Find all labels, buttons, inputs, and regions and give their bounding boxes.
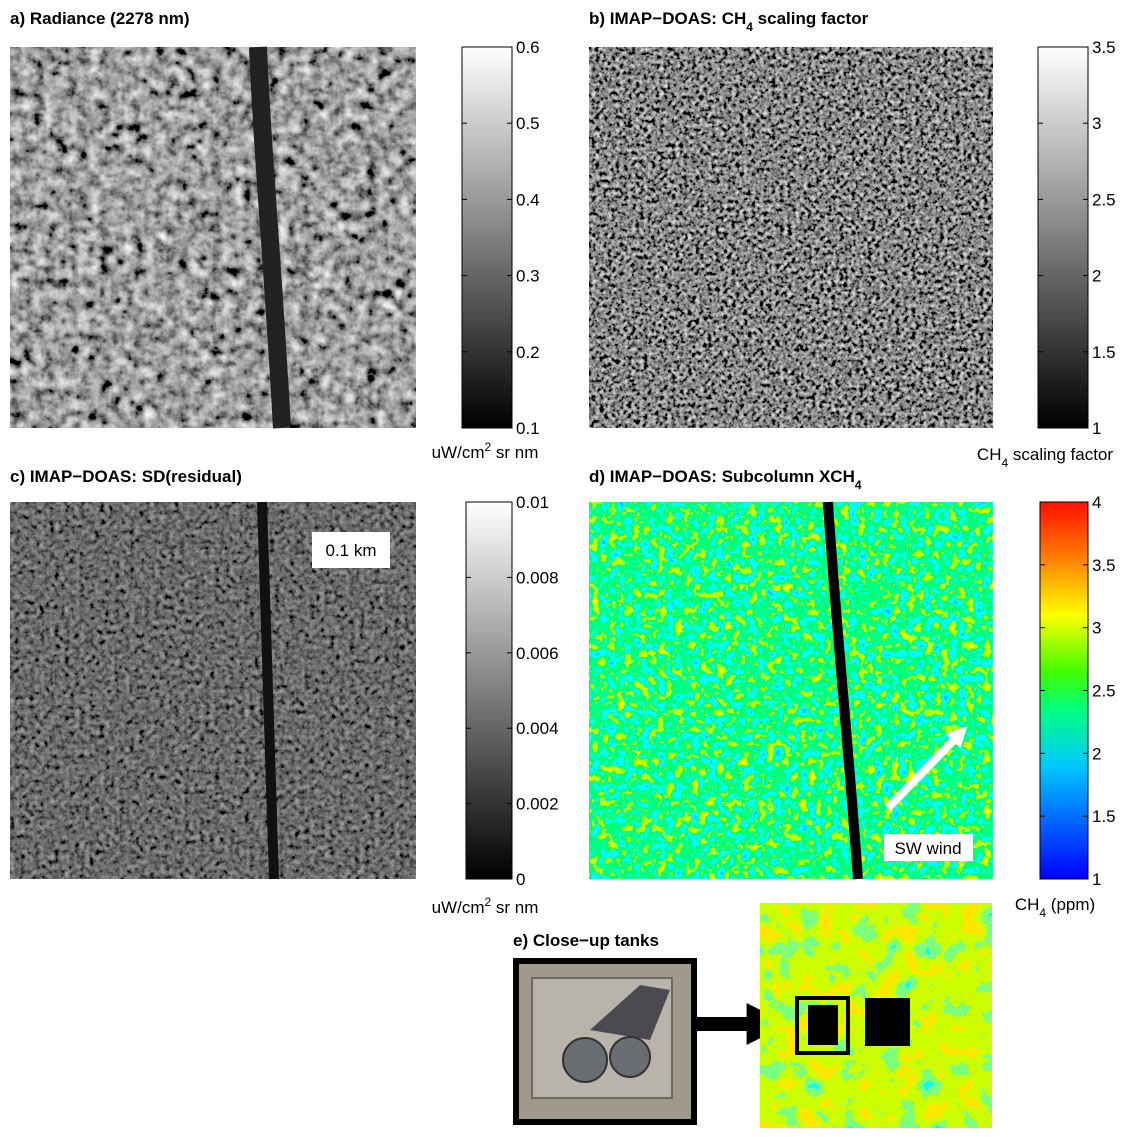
colorbar-label-part: uW/cm [432,443,485,462]
panel-title-part: b) IMAP−DOAS: CH [589,9,746,28]
image-b [589,47,993,428]
panel-title: b) IMAP−DOAS: CH4 scaling factor [589,9,869,34]
photo-e [516,961,694,1122]
colorbar-tick-label: 3 [1092,619,1101,638]
image-a [10,47,416,428]
colorbar-label-part: sr nm [491,443,538,462]
panel-title: e) Close−up tanks [513,931,659,950]
colorbar-label: uW/cm2 sr nm [432,895,539,917]
colorbar-tick-label: 0.4 [516,190,540,209]
colorbar-tick-label: 1 [1092,419,1101,438]
colorbar-tick-label: 0.2 [516,343,540,362]
colorbar-label: CH4 (ppm) [1015,895,1095,920]
panel-title-part: scaling factor [753,9,869,28]
colorbar-tick-label: 0.01 [516,493,549,512]
colorbar-label-part: sr nm [491,898,538,917]
colorbar-tick-label: 0.004 [516,719,559,738]
colorbar-label-part: scaling factor [1008,445,1113,464]
colorbar-tick-label: 0.008 [516,568,559,587]
colorbar-tick-label: 0.1 [516,419,540,438]
colorbar-tick-label: 0.006 [516,644,559,663]
colorbar-tick-label: 3.5 [1092,556,1116,575]
colorbar-tick-label: 0.002 [516,795,559,814]
colorbar-tick-label: 1 [1092,870,1101,889]
panel-title: a) Radiance (2278 nm) [10,9,190,28]
colorbar-tick-label: 1.5 [1092,343,1116,362]
colorbar-tick-label: 0.3 [516,267,540,286]
colorbar-label-part: CH [1015,895,1040,914]
colorbar-label-part: uW/cm [432,898,485,917]
colorbar-tick-label: 2 [1092,744,1101,763]
colorbar-tick-label: 2.5 [1092,682,1116,701]
colorbar-tick-label: 1.5 [1092,807,1116,826]
image-d [589,502,993,879]
colorbar-tick-label: 4 [1092,493,1101,512]
colorbar-label-part: (ppm) [1046,895,1095,914]
colorbar-tick-label: 2 [1092,267,1101,286]
colorbar-tick-label: 3 [1092,114,1101,133]
scale-label: 0.1 km [325,541,376,560]
panel-title-part: d) IMAP−DOAS: Subcolumn XCH [589,467,855,486]
colorbar [1038,47,1088,428]
colorbar-tick-label: 0.6 [516,38,540,57]
colorbar-label: CH4 scaling factor [977,445,1113,470]
image-e [760,903,992,1128]
colorbar-tick-label: 0.5 [516,114,540,133]
colorbar-tick-label: 0 [516,870,525,889]
panel-title: c) IMAP−DOAS: SD(residual) [10,467,242,486]
colorbar-label: uW/cm2 sr nm [432,440,539,462]
panel-title: d) IMAP−DOAS: Subcolumn XCH4 [589,467,862,492]
colorbar-tick-label: 3.5 [1092,38,1116,57]
colorbar [1040,502,1088,879]
colorbar [462,47,512,428]
colorbar-label-part: CH [977,445,1002,464]
wind-label: SW wind [894,839,961,858]
panel-title-part: 4 [855,478,862,492]
figure: 0.1 km SW wind a) Radiance (2278 nm) 0.1 0… [0,0,1136,1132]
colorbar-tick-label: 2.5 [1092,190,1116,209]
colorbar [466,502,512,879]
